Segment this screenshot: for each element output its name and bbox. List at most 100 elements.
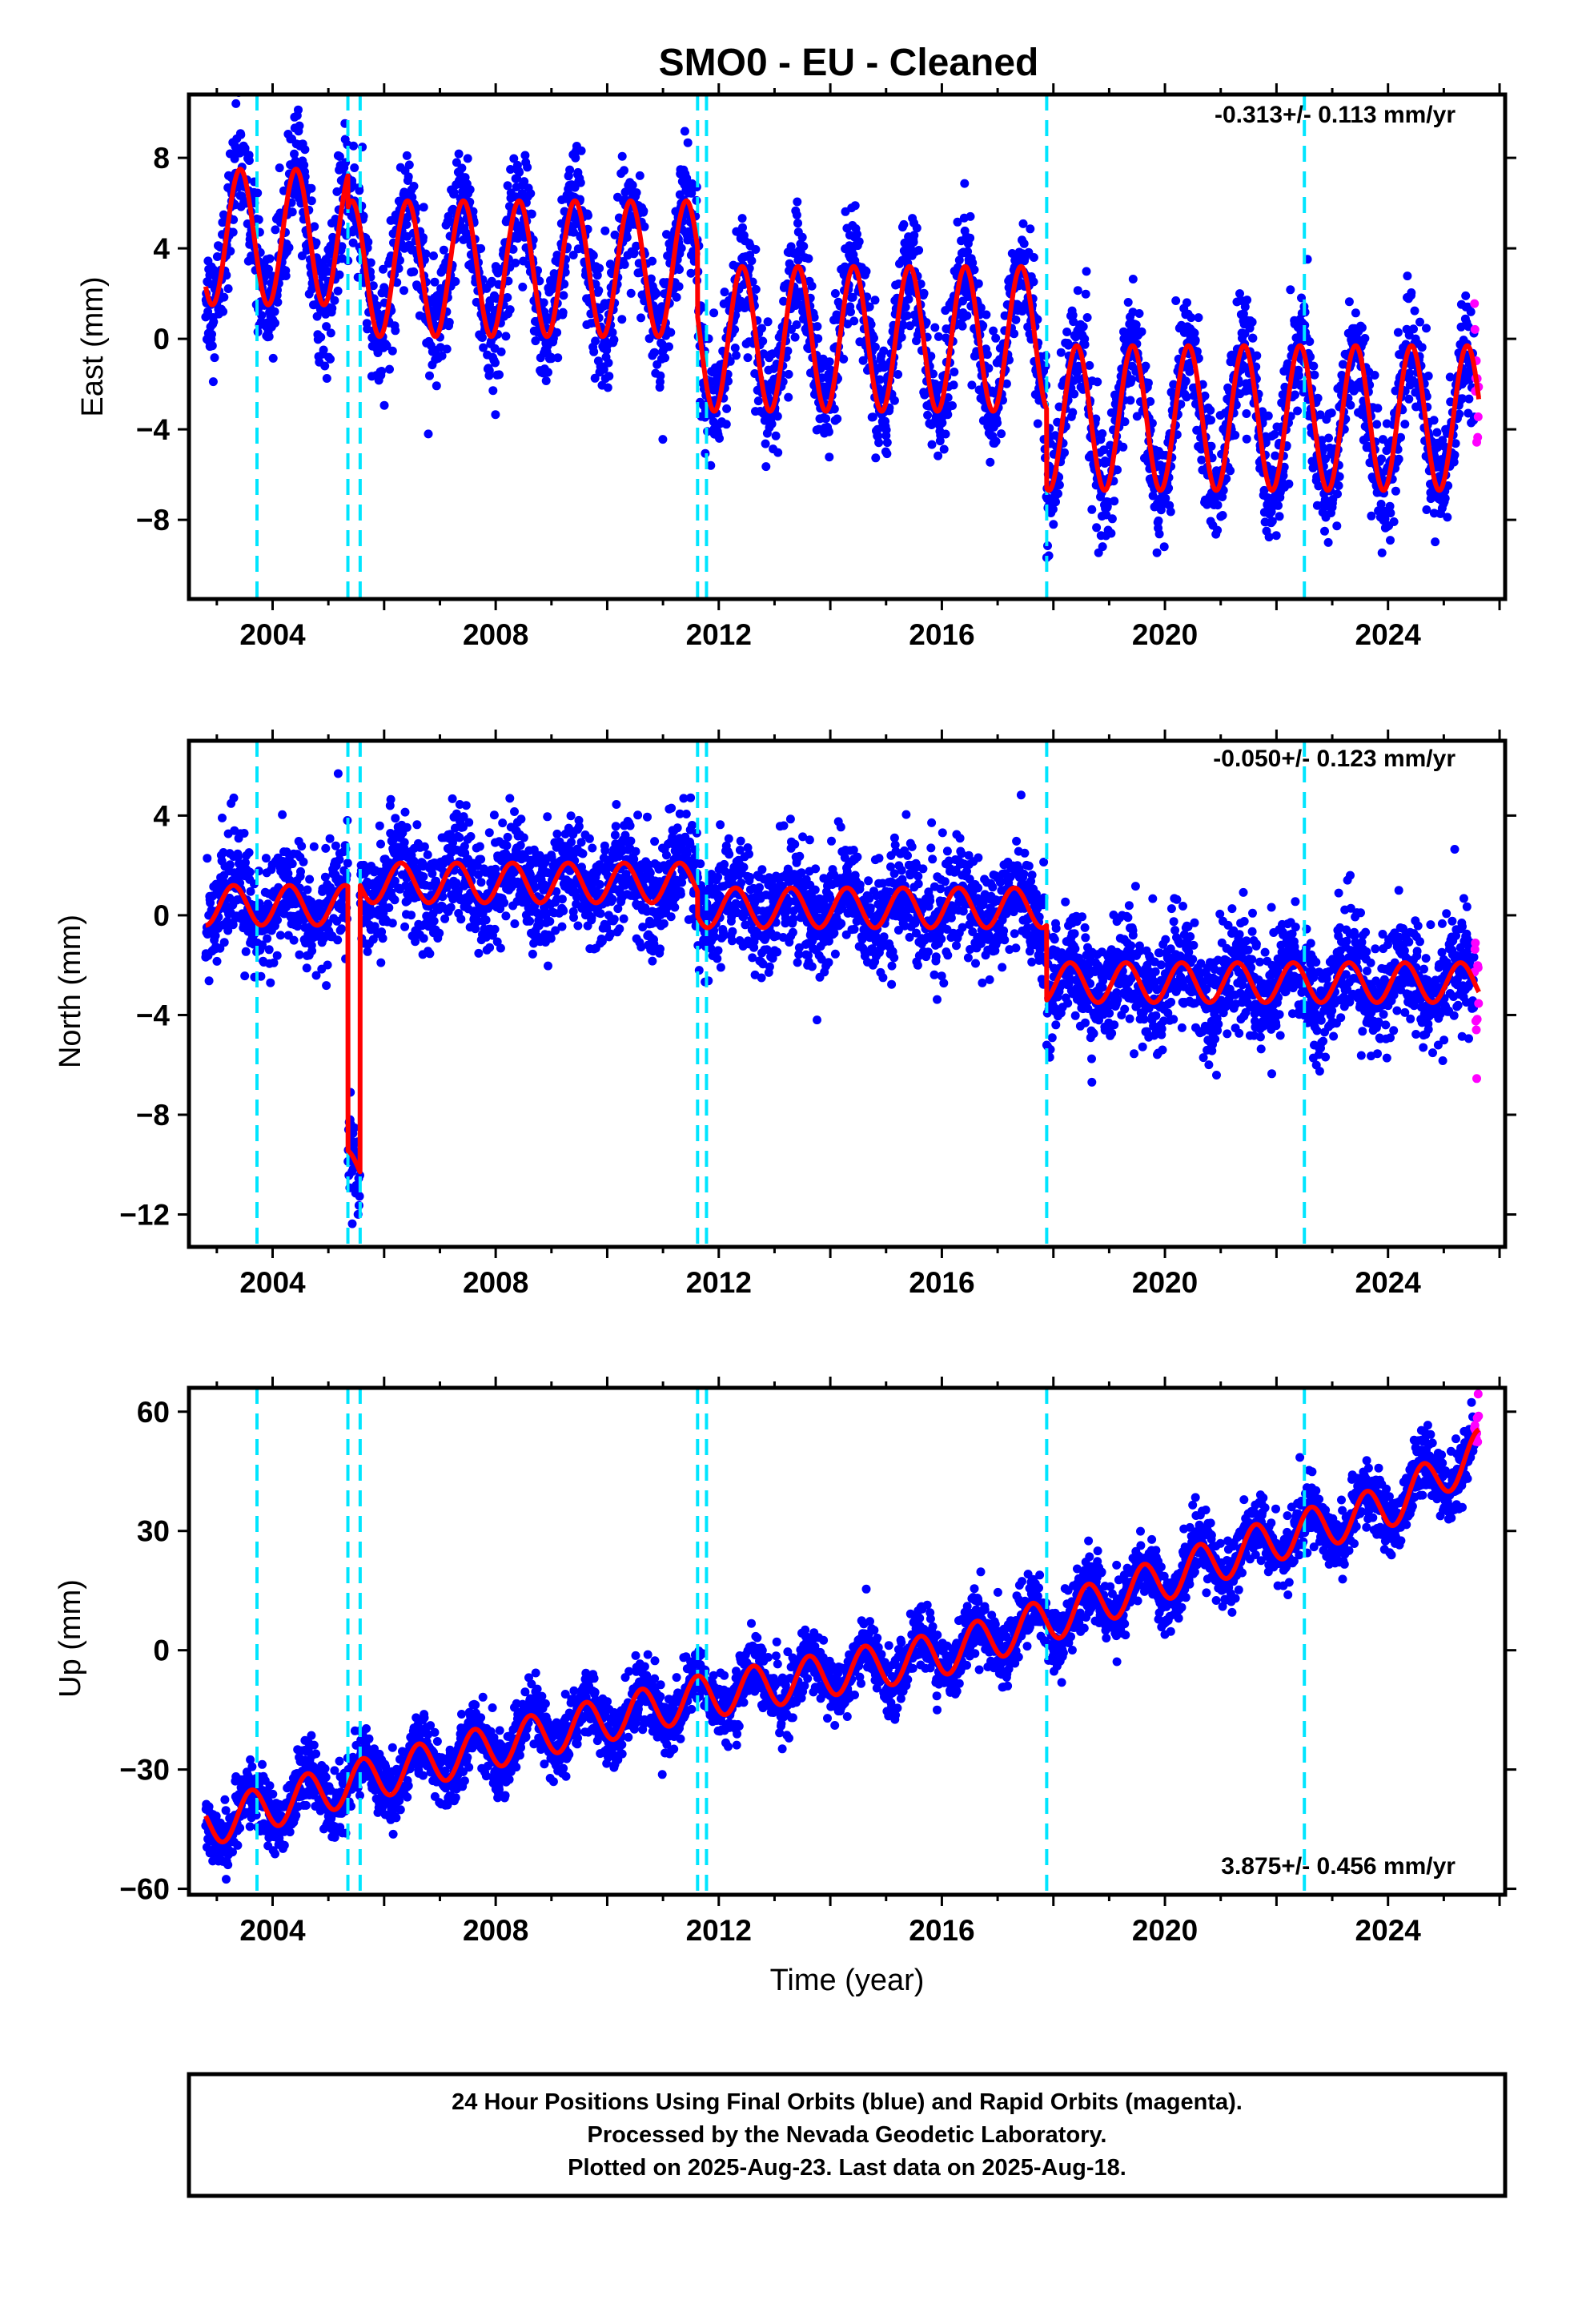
east-final-point xyxy=(761,439,770,448)
east-final-point xyxy=(628,180,637,190)
east-final-point xyxy=(511,258,520,267)
east-final-point xyxy=(797,232,807,242)
east-final-point xyxy=(254,215,263,224)
east-final-point xyxy=(1367,511,1376,521)
east-final-point xyxy=(451,277,460,286)
north-final-point xyxy=(407,911,416,920)
north-final-point xyxy=(400,838,409,847)
east-final-point xyxy=(1389,517,1399,526)
north-final-point xyxy=(475,842,484,851)
east-final-point xyxy=(825,452,834,462)
east-final-point xyxy=(244,156,254,165)
east-final-point xyxy=(409,182,419,191)
east-final-point xyxy=(732,351,741,360)
east-final-point xyxy=(1327,408,1336,418)
east-final-point xyxy=(385,364,394,374)
east-final-point xyxy=(349,141,358,151)
north-final-point xyxy=(320,872,330,882)
east-final-point xyxy=(626,288,636,298)
east-final-point xyxy=(1098,542,1107,552)
east-final-point xyxy=(1410,306,1419,316)
east-final-point xyxy=(478,333,487,342)
east-final-point xyxy=(1247,317,1257,327)
east-final-point xyxy=(355,186,364,195)
east-final-point xyxy=(974,279,983,288)
north-final-point xyxy=(510,919,520,928)
east-final-point xyxy=(846,308,855,316)
east-final-point xyxy=(771,431,781,440)
east-final-point xyxy=(709,308,719,318)
east-final-point xyxy=(300,145,310,155)
east-final-point xyxy=(792,320,801,329)
north-final-point xyxy=(333,769,343,778)
east-final-point xyxy=(889,396,899,405)
north-final-point xyxy=(376,839,385,849)
east-final-point xyxy=(899,219,909,229)
east-final-point xyxy=(1242,434,1251,444)
east-final-point xyxy=(281,271,291,280)
east-final-point xyxy=(284,243,294,252)
north-final-point xyxy=(305,875,315,884)
north-final-point xyxy=(204,976,214,986)
east-final-point xyxy=(1141,361,1150,371)
north-final-point xyxy=(297,842,307,851)
north-final-point xyxy=(266,978,275,987)
east-final-point xyxy=(839,354,849,364)
east-final-point xyxy=(1431,537,1440,547)
east-final-point xyxy=(747,256,757,266)
north-final-point xyxy=(287,859,297,869)
east-final-point xyxy=(268,353,278,363)
east-y-tick-label: −4 xyxy=(136,413,171,446)
east-final-point xyxy=(503,293,512,302)
east-final-point xyxy=(491,358,500,368)
east-final-point xyxy=(1295,371,1303,380)
east-y-tick-label: 4 xyxy=(153,232,170,265)
east-final-point xyxy=(230,154,239,163)
east-final-point xyxy=(813,334,823,344)
north-final-point xyxy=(303,885,312,895)
east-final-point xyxy=(240,143,250,153)
east-final-point xyxy=(825,357,834,367)
east-final-point xyxy=(1377,454,1386,464)
east-final-point xyxy=(1407,288,1416,297)
east-final-point xyxy=(350,163,359,172)
east-final-point xyxy=(784,369,793,379)
east-final-point xyxy=(632,188,641,198)
east-final-point xyxy=(882,438,892,448)
east-final-point xyxy=(738,223,747,232)
east-final-point xyxy=(1226,466,1235,476)
north-final-point xyxy=(435,928,444,938)
east-final-point xyxy=(1098,429,1107,438)
east-final-point xyxy=(1207,416,1216,425)
east-final-point xyxy=(1271,451,1280,460)
east-final-point xyxy=(1054,489,1062,498)
east-final-point xyxy=(617,315,627,324)
east-final-point xyxy=(1118,442,1128,452)
east-final-point xyxy=(1134,309,1144,318)
east-final-point xyxy=(958,321,967,331)
north-final-point xyxy=(244,848,254,858)
north-final-point xyxy=(296,866,305,876)
east-final-point xyxy=(1126,396,1135,405)
east-final-point xyxy=(1313,393,1323,403)
east-final-point xyxy=(491,410,500,420)
east-final-point xyxy=(1422,324,1431,333)
east-final-point xyxy=(594,286,604,296)
east-final-point xyxy=(379,400,389,410)
east-final-point xyxy=(722,404,732,413)
east-final-point xyxy=(335,152,344,161)
east-final-point xyxy=(608,328,617,337)
east-final-point xyxy=(1171,296,1181,305)
east-final-point xyxy=(333,286,343,296)
north-final-point xyxy=(423,850,432,859)
east-final-point xyxy=(311,238,321,247)
north-final-point xyxy=(502,841,512,850)
east-final-point xyxy=(1346,400,1355,410)
north-final-point xyxy=(448,794,457,803)
east-final-point xyxy=(991,333,1001,343)
east-final-point xyxy=(680,127,689,136)
east-final-point xyxy=(290,149,299,159)
east-final-point xyxy=(652,289,661,299)
east-final-point xyxy=(751,245,761,254)
